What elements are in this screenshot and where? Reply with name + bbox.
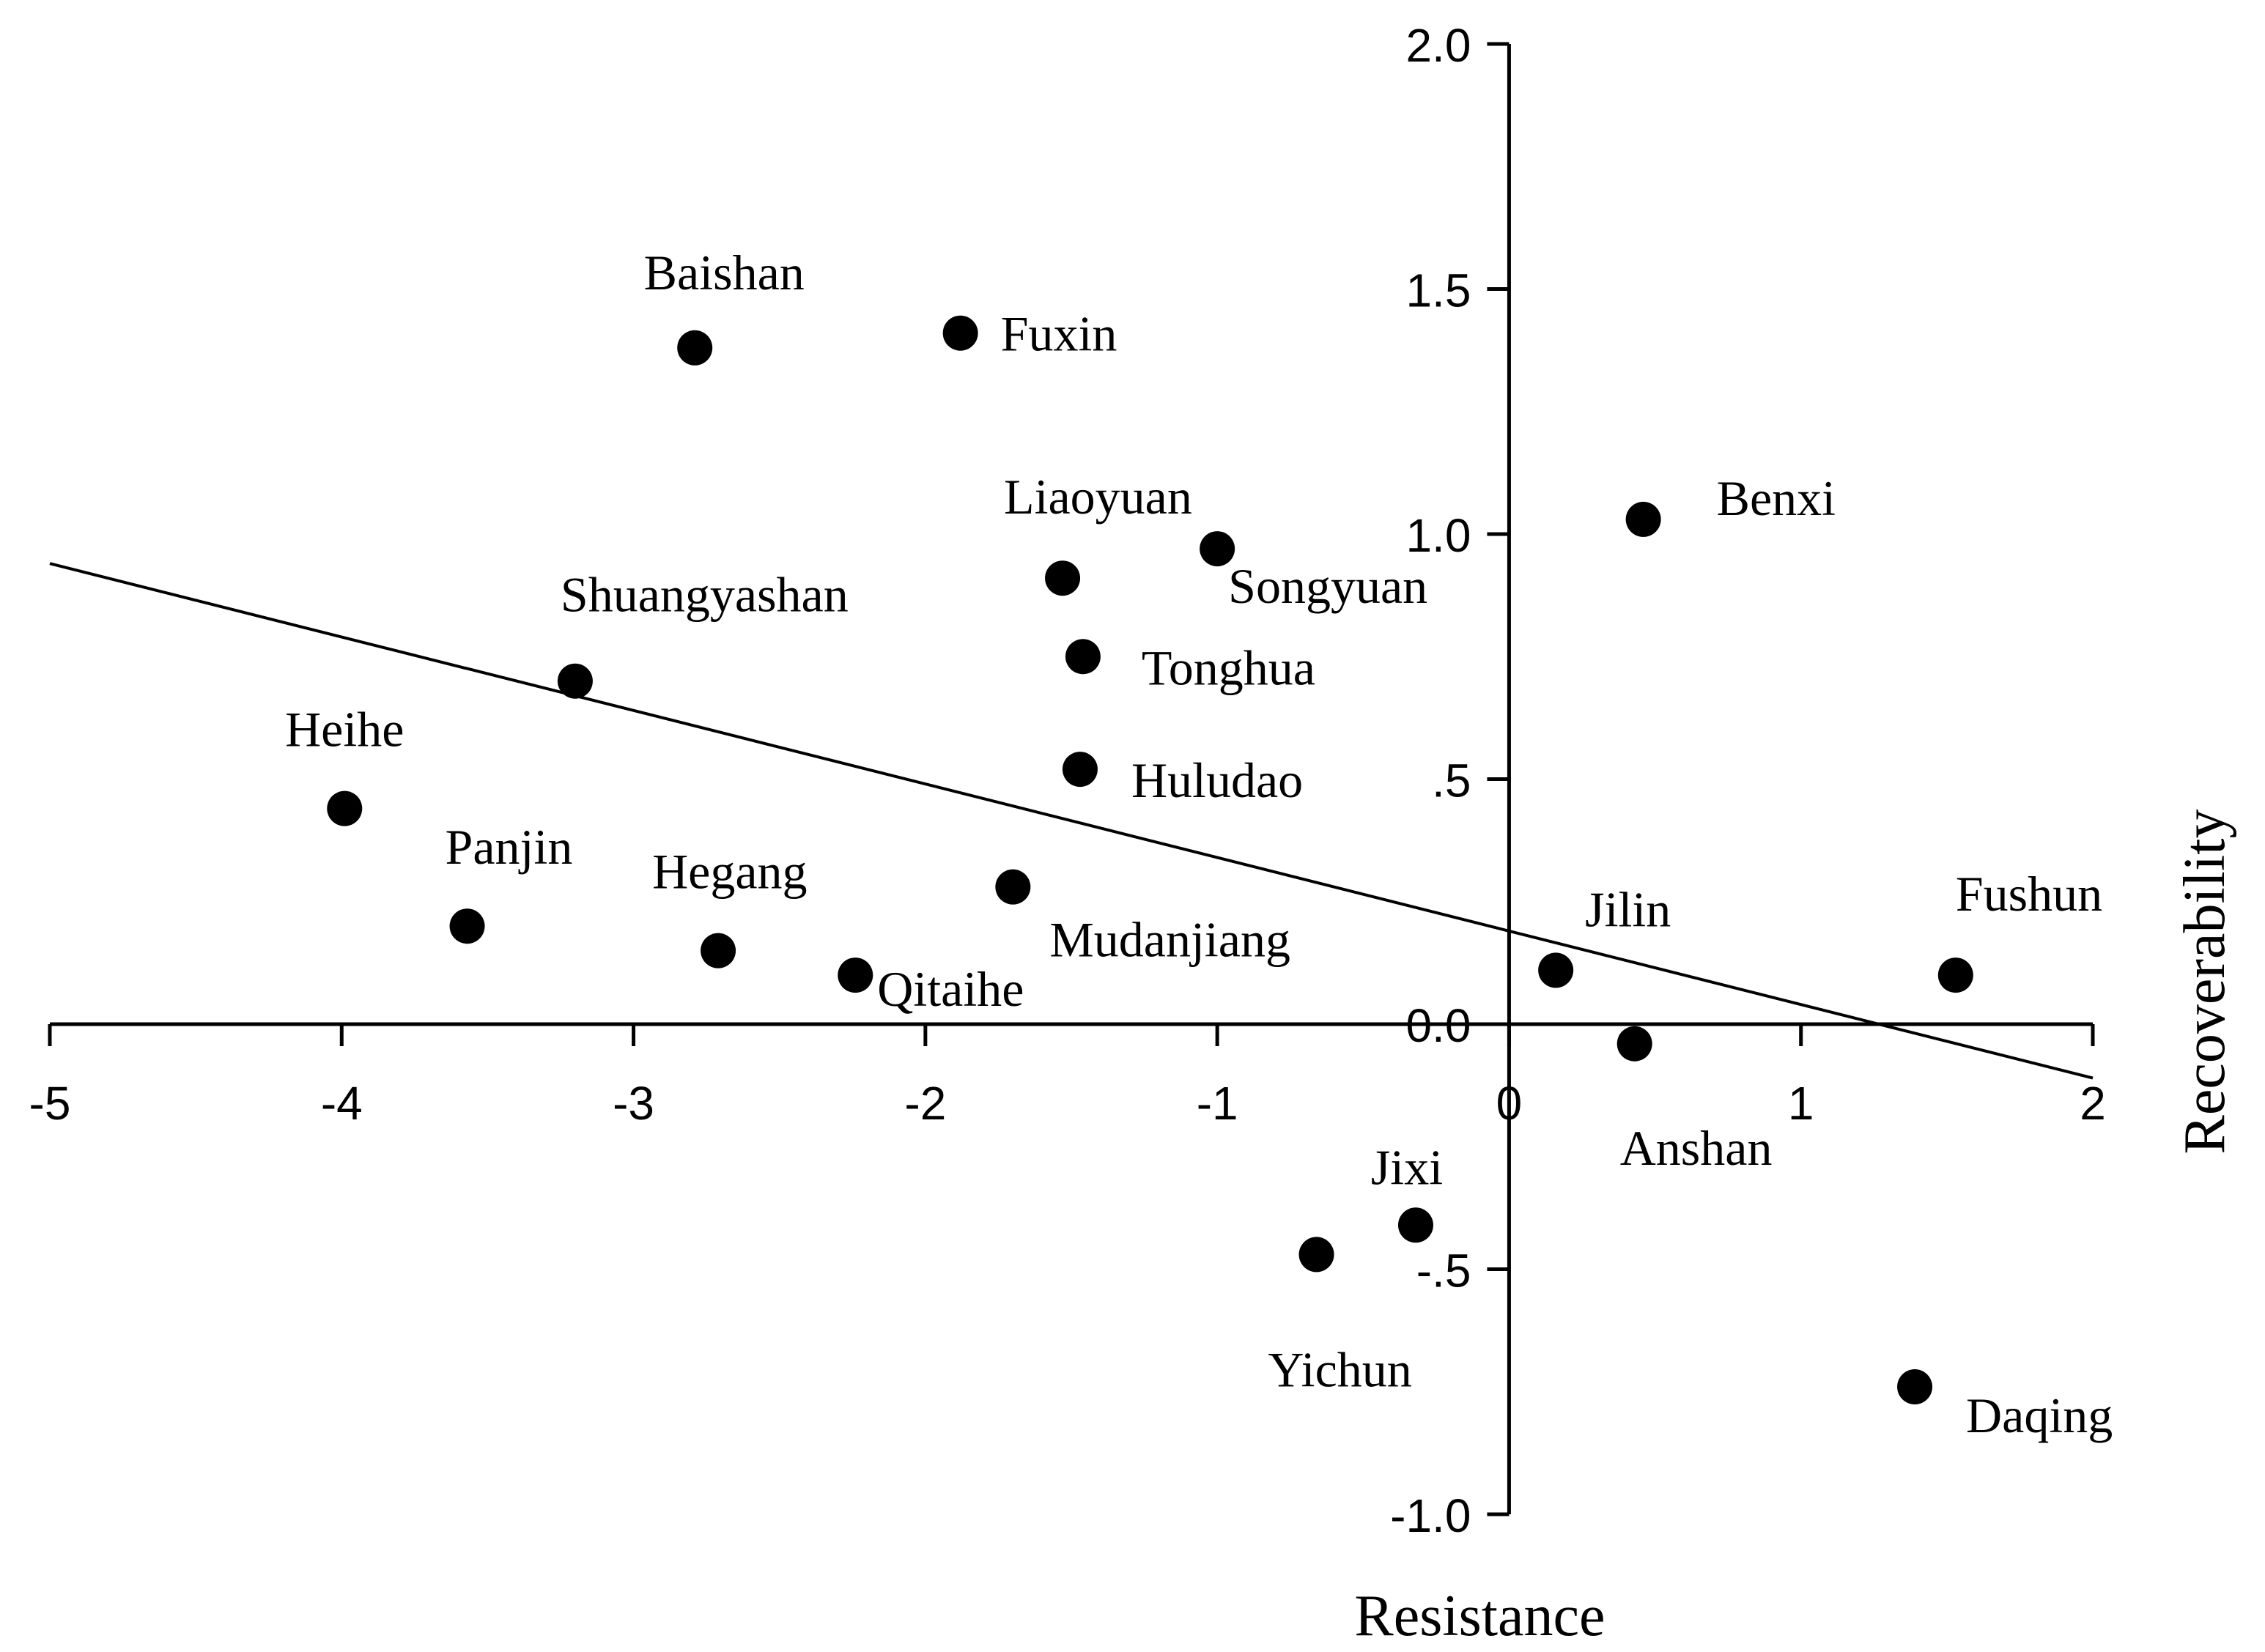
x-axis-title: Resistance (1354, 1584, 1605, 1648)
point-label: Benxi (1717, 470, 1836, 526)
point-label: Panjin (446, 819, 573, 875)
data-point (1397, 1207, 1433, 1243)
x-tick-label: 1 (1788, 1077, 1814, 1130)
data-point (1616, 1026, 1652, 1062)
point-label: Heihe (285, 702, 404, 758)
x-tick-label: -5 (29, 1077, 71, 1130)
y-tick-label: 2.0 (1405, 19, 1471, 72)
point-labels: Baishan Fuxin Liaoyuan Songyuan Tonghua Hulud… (285, 245, 2113, 1443)
y-tick-label: .5 (1432, 755, 1471, 807)
data-point (327, 790, 363, 826)
point-label: Baishan (644, 245, 805, 300)
data-point (942, 315, 978, 351)
regression-line (49, 562, 2094, 1080)
y-tick-label: 1.5 (1405, 264, 1471, 317)
point-label: Fushun (1956, 866, 2102, 922)
x-ticks: -5 -4 -3 -2 -1 0 1 2 (29, 1024, 2106, 1130)
data-point (701, 933, 736, 968)
point-label: Daqing (1966, 1388, 2113, 1443)
data-point (677, 330, 713, 366)
point-label: Fuxin (1001, 306, 1117, 362)
point-label: Shuangyashan (561, 567, 849, 623)
x-tick-label: -4 (321, 1077, 363, 1130)
x-tick-label: 0 (1496, 1077, 1523, 1130)
point-label: Anshan (1620, 1120, 1773, 1176)
data-point (1065, 639, 1101, 675)
data-point (1045, 560, 1081, 596)
x-tick-label: -1 (1197, 1077, 1238, 1130)
y-tick-label: 0.0 (1405, 999, 1471, 1052)
x-tick-label: -3 (613, 1077, 654, 1130)
point-label: Jixi (1371, 1139, 1443, 1195)
data-points (327, 315, 1973, 1405)
point-label: Qitaihe (877, 961, 1024, 1017)
x-tick-label: 2 (2080, 1077, 2106, 1130)
data-point (1625, 501, 1661, 537)
data-point (1200, 531, 1235, 567)
point-label: Huludao (1131, 752, 1303, 808)
data-point (1298, 1237, 1334, 1273)
point-label: Songyuan (1228, 558, 1427, 614)
point-label: Jilin (1585, 881, 1671, 937)
data-point (557, 663, 593, 699)
point-label: Yichun (1268, 1341, 1411, 1397)
x-tick-label: -2 (904, 1077, 946, 1130)
data-point (1062, 752, 1098, 788)
y-tick-label: -.5 (1416, 1245, 1471, 1297)
y-ticks: -1.0 -.5 0.0 .5 1.0 1.5 2.0 (1390, 19, 1510, 1542)
y-axis-title: Recoverability (2173, 810, 2237, 1155)
point-label: Tonghua (1142, 640, 1315, 695)
y-tick-label: -1.0 (1390, 1489, 1471, 1542)
point-label: Hegang (652, 844, 807, 900)
data-point (1937, 958, 1973, 993)
point-label: Mudanjiang (1049, 912, 1290, 968)
y-tick-label: 1.0 (1405, 509, 1471, 562)
data-point (995, 869, 1031, 905)
point-label: Liaoyuan (1004, 469, 1192, 525)
data-point (1897, 1369, 1933, 1405)
data-point (838, 958, 873, 993)
data-point (1538, 952, 1574, 988)
data-point (449, 908, 485, 944)
